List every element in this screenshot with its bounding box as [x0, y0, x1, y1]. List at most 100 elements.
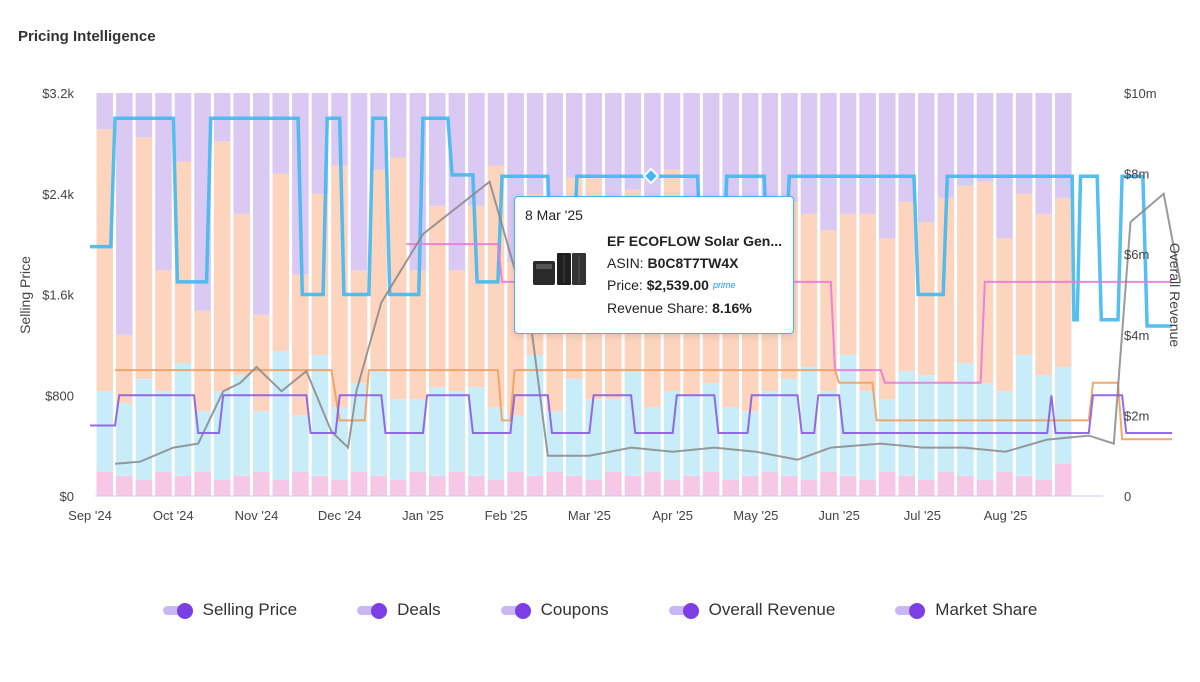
market-share-bar	[859, 213, 876, 392]
market-share-bar	[937, 471, 955, 496]
market-share-bar	[761, 471, 779, 496]
market-share-bar	[155, 471, 172, 496]
tooltip-date: 8 Mar '25	[525, 207, 583, 223]
market-share-bar	[918, 93, 935, 222]
market-share-bar	[252, 314, 270, 412]
toggle-icon	[500, 603, 531, 619]
market-share-bar	[1054, 367, 1072, 464]
tooltip-product: EF ECOFLOW Solar Gen...	[607, 233, 783, 249]
market-share-bar	[565, 475, 583, 496]
market-share-bar	[859, 391, 876, 480]
market-share-bar	[233, 375, 250, 476]
market-share-bar	[272, 93, 290, 174]
market-share-bar	[448, 391, 466, 472]
market-share-bar	[389, 479, 407, 496]
market-share-bar	[585, 399, 603, 480]
market-share-bar	[448, 93, 466, 271]
market-share-bar	[741, 411, 759, 476]
market-share-bar	[1054, 93, 1072, 198]
market-share-bar	[839, 213, 857, 355]
chart-tooltip: 8 Mar '25 EF ECOFLOW Solar Gen... ASIN: …	[514, 196, 794, 334]
market-share-bar	[839, 93, 857, 214]
legend-overall-revenue[interactable]: Overall Revenue	[668, 600, 835, 620]
market-share-bar	[252, 93, 270, 315]
product-image	[533, 253, 586, 285]
y-left-tick-label: $0	[60, 489, 74, 504]
market-share-bar	[937, 197, 955, 384]
market-share-bar	[741, 475, 759, 496]
market-share-bar	[976, 93, 994, 182]
market-share-bar	[1035, 93, 1052, 214]
market-share-bar	[194, 471, 211, 496]
market-share-bar	[409, 270, 427, 400]
x-tick-label: May '25	[733, 508, 778, 523]
market-share-bar	[213, 479, 231, 496]
legend-market-share[interactable]: Market Share	[895, 600, 1037, 620]
market-share-bar	[155, 93, 172, 271]
market-share-bar	[878, 238, 896, 400]
market-share-bar	[350, 270, 368, 384]
market-share-bar	[605, 399, 622, 472]
tooltip-asin: ASIN: B0C8T7TW4X	[607, 255, 739, 271]
toggle-icon	[357, 603, 388, 619]
market-share-bar	[585, 93, 603, 178]
y-left-label: Selling Price	[17, 256, 33, 334]
axes: Sep '24 Oct '24 Nov '24 Dec '24 Jan '25 Feb '…	[17, 86, 1183, 523]
market-share-bar	[311, 475, 329, 496]
x-tick-label: Oct '24	[153, 508, 194, 523]
market-share-bar	[135, 479, 153, 496]
market-share-bar	[585, 479, 603, 496]
toggle-icon	[162, 603, 193, 619]
x-tick-label: Mar '25	[568, 508, 611, 523]
market-share-bar	[722, 407, 739, 480]
market-share-bar	[800, 213, 818, 368]
market-share-bar	[135, 93, 153, 138]
market-share-bar	[350, 471, 368, 496]
legend-selling-price[interactable]: Selling Price	[162, 600, 297, 620]
legend-coupons[interactable]: Coupons	[500, 600, 609, 620]
y-left-tick-label: $1.6k	[42, 288, 74, 303]
tooltip-share: Revenue Share: 8.16%	[607, 300, 752, 316]
market-share-bar	[252, 411, 270, 472]
market-share-bar	[820, 391, 837, 472]
market-share-bar	[996, 471, 1013, 496]
market-share-bar	[448, 471, 466, 496]
market-share-bar	[781, 475, 798, 496]
market-share-bar	[409, 399, 427, 472]
market-share-bar	[800, 367, 818, 480]
x-tick-label: Feb '25	[485, 508, 528, 523]
market-share-bar	[174, 93, 192, 162]
market-share-bar	[683, 475, 700, 496]
y-right-tick-label: $2m	[1124, 408, 1149, 423]
y-right-tick-label: $10m	[1124, 86, 1157, 101]
y-right-label: Overall Revenue	[1167, 243, 1183, 347]
market-share-bar	[957, 475, 974, 496]
legend-deals[interactable]: Deals	[357, 600, 441, 620]
y-right-tick-label: 0	[1124, 489, 1131, 504]
toggle-icon	[668, 603, 699, 619]
market-share-bar	[1015, 475, 1033, 496]
market-share-bar	[878, 471, 896, 496]
market-share-bar	[487, 93, 505, 166]
market-share-bar	[252, 471, 270, 496]
market-share-bar	[996, 391, 1013, 472]
market-share-bar	[878, 399, 896, 472]
market-share-bar	[174, 363, 192, 476]
market-share-bar	[663, 479, 681, 496]
market-share-bar	[468, 475, 485, 496]
market-share-bar	[918, 221, 935, 376]
market-share-bar	[96, 129, 114, 392]
market-share-bar	[1015, 93, 1033, 194]
y-right-tick-label: $8m	[1124, 167, 1149, 182]
market-share-bar	[350, 383, 368, 472]
y-right-tick-label: $6m	[1124, 247, 1149, 262]
market-share-bar	[1015, 354, 1033, 476]
y-left-tick-label: $800	[45, 388, 74, 403]
market-share-bar	[898, 475, 916, 496]
market-share-bar	[272, 350, 290, 480]
market-share-bar	[859, 479, 876, 496]
market-share-bar	[976, 479, 994, 496]
market-share-bar	[350, 93, 368, 271]
market-share-bar	[370, 371, 387, 476]
